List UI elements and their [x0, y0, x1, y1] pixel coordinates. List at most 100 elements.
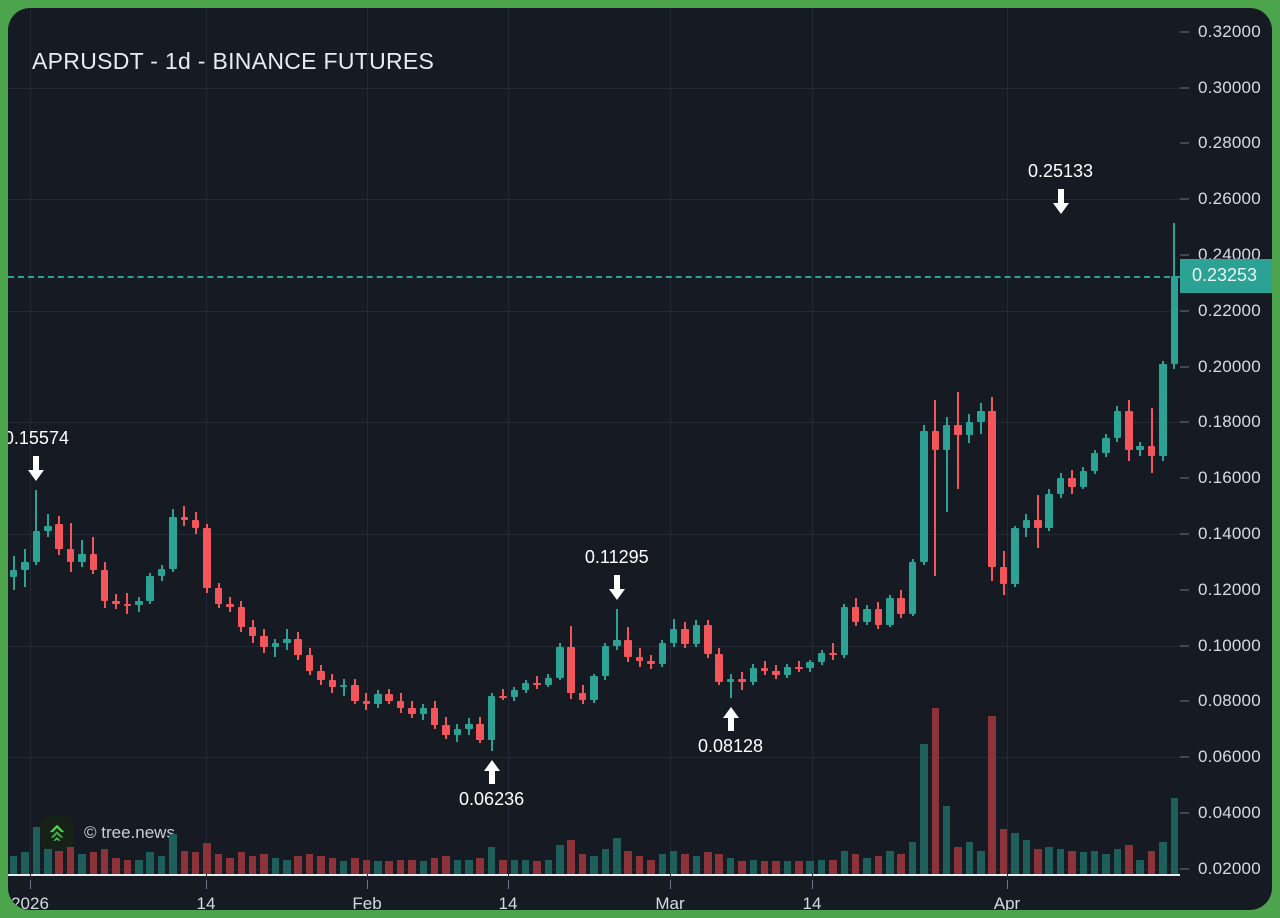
- candle-body[interactable]: [874, 609, 883, 625]
- time-axis[interactable]: 2026 14 Feb 14 Mar 14 Apr: [8, 880, 1180, 910]
- candle-body[interactable]: [374, 694, 382, 705]
- candle-body[interactable]: [920, 430, 928, 562]
- candle-body[interactable]: [226, 603, 234, 607]
- candle-body[interactable]: [829, 652, 837, 656]
- candle-body[interactable]: [271, 642, 280, 647]
- candle-body[interactable]: [237, 606, 245, 628]
- candle-body[interactable]: [601, 645, 610, 677]
- candle-body[interactable]: [863, 609, 871, 622]
- candle-body[interactable]: [886, 598, 894, 625]
- candle-body[interactable]: [32, 531, 41, 562]
- candle-body[interactable]: [169, 517, 177, 569]
- candle-body[interactable]: [351, 684, 359, 702]
- candle-body[interactable]: [123, 603, 132, 606]
- candle-body[interactable]: [214, 588, 223, 604]
- candle-body[interactable]: [1090, 453, 1099, 472]
- candle-body[interactable]: [669, 628, 678, 643]
- candle-body[interactable]: [499, 695, 507, 698]
- candle-body[interactable]: [692, 624, 701, 645]
- candle-body[interactable]: [908, 561, 917, 614]
- candle-body[interactable]: [21, 561, 29, 571]
- candle-body[interactable]: [1056, 478, 1065, 494]
- candle-body[interactable]: [1125, 411, 1133, 451]
- candle-body[interactable]: [783, 666, 792, 675]
- candle-body[interactable]: [590, 676, 598, 700]
- candle-body[interactable]: [749, 667, 758, 682]
- candle-body[interactable]: [510, 690, 519, 698]
- candle-body[interactable]: [965, 422, 974, 435]
- candle-body[interactable]: [1136, 446, 1144, 451]
- candle-body[interactable]: [260, 635, 268, 647]
- candle-body[interactable]: [760, 667, 769, 671]
- candle-body[interactable]: [9, 570, 18, 578]
- candle-body[interactable]: [44, 525, 52, 532]
- candle-body[interactable]: [851, 606, 860, 622]
- candle-body[interactable]: [533, 683, 541, 686]
- candle-body[interactable]: [578, 693, 587, 700]
- candle-body[interactable]: [1147, 446, 1156, 456]
- candle-body[interactable]: [681, 628, 689, 645]
- candle-body[interactable]: [726, 679, 735, 682]
- price-axis[interactable]: 0.32000 0.30000 0.28000 0.26000 0.24000 0.220…: [1180, 8, 1272, 880]
- candle-body[interactable]: [78, 553, 86, 562]
- candle-body[interactable]: [89, 553, 98, 571]
- candle-body[interactable]: [988, 411, 996, 568]
- candle-body[interactable]: [305, 655, 314, 671]
- candle-body[interactable]: [977, 411, 985, 423]
- candle-body[interactable]: [465, 723, 473, 730]
- candle-body[interactable]: [135, 600, 143, 606]
- candle-body[interactable]: [613, 640, 621, 646]
- candle-body[interactable]: [521, 683, 530, 691]
- candle-body[interactable]: [339, 684, 348, 688]
- candle-body[interactable]: [647, 660, 655, 664]
- candle-body[interactable]: [419, 708, 428, 714]
- candle-body[interactable]: [408, 708, 416, 714]
- candle-body[interactable]: [203, 528, 211, 589]
- candle-body[interactable]: [738, 679, 746, 682]
- candle-body[interactable]: [544, 677, 553, 685]
- candle-body[interactable]: [954, 425, 962, 435]
- candle-body[interactable]: [1034, 520, 1042, 529]
- candle-body[interactable]: [1011, 528, 1019, 585]
- candle-body[interactable]: [453, 729, 462, 735]
- candle-body[interactable]: [999, 567, 1008, 585]
- candle-body[interactable]: [248, 627, 257, 636]
- candle-body[interactable]: [328, 680, 337, 688]
- candle-body[interactable]: [294, 638, 302, 656]
- candle-body[interactable]: [385, 694, 393, 702]
- candle-body[interactable]: [442, 725, 450, 735]
- candle-body[interactable]: [100, 570, 109, 601]
- candle-body[interactable]: [817, 652, 826, 663]
- candle-body[interactable]: [1045, 493, 1053, 529]
- candle-body[interactable]: [840, 606, 849, 656]
- candle-body[interactable]: [772, 670, 780, 675]
- candle-body[interactable]: [806, 662, 814, 668]
- candle-body[interactable]: [1113, 411, 1122, 438]
- candle-body[interactable]: [556, 647, 564, 678]
- candle-body[interactable]: [897, 598, 905, 614]
- candle-body[interactable]: [635, 656, 644, 661]
- candle-body[interactable]: [55, 524, 63, 550]
- price-plot-area[interactable]: APRUSDT - 1d - BINANCE FUTURES © tree.ne…: [8, 8, 1180, 880]
- candle-body[interactable]: [396, 701, 405, 709]
- candle-body[interactable]: [658, 642, 667, 664]
- candle-body[interactable]: [283, 638, 291, 643]
- candle-body[interactable]: [1022, 520, 1031, 529]
- candle-body[interactable]: [795, 666, 803, 669]
- candle-body[interactable]: [1170, 275, 1179, 364]
- candle-body[interactable]: [66, 549, 75, 562]
- candle-body[interactable]: [1068, 478, 1076, 487]
- candle-body[interactable]: [487, 695, 496, 741]
- candle-body[interactable]: [191, 520, 200, 529]
- candle-body[interactable]: [112, 600, 120, 604]
- candle-body[interactable]: [624, 640, 632, 657]
- candle-body[interactable]: [942, 425, 951, 451]
- candle-body[interactable]: [567, 647, 575, 694]
- candle-body[interactable]: [476, 723, 484, 741]
- candle-body[interactable]: [715, 653, 723, 682]
- candle-body[interactable]: [430, 708, 439, 726]
- candle-body[interactable]: [931, 430, 940, 451]
- candle-body[interactable]: [317, 670, 325, 681]
- candle-body[interactable]: [1159, 363, 1167, 456]
- candle-body[interactable]: [1079, 471, 1088, 487]
